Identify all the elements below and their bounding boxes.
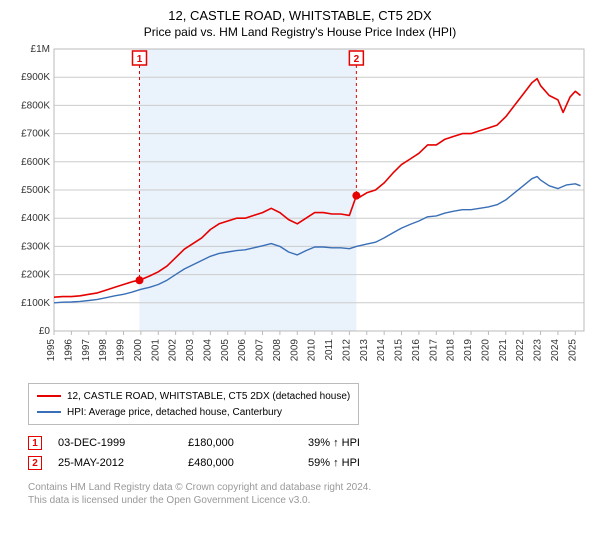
svg-text:1996: 1996 [63,339,74,362]
svg-text:2008: 2008 [272,339,283,362]
svg-text:2004: 2004 [202,339,213,362]
svg-text:1999: 1999 [116,339,127,362]
svg-text:2000: 2000 [133,339,144,362]
transaction-date: 25-MAY-2012 [58,457,188,469]
svg-text:1: 1 [137,54,143,65]
svg-text:1997: 1997 [81,339,92,362]
legend-row-red: 12, CASTLE ROAD, WHITSTABLE, CT5 2DX (de… [37,388,350,404]
transactions-table: 1 03-DEC-1999£180,00039% ↑ HPI 2 25-MAY-201… [28,433,590,473]
svg-text:2019: 2019 [463,339,474,362]
svg-text:2012: 2012 [341,339,352,362]
transaction-row: 2 25-MAY-2012£480,00059% ↑ HPI [28,453,590,473]
chart-subtitle: Price paid vs. HM Land Registry's House … [10,25,590,39]
svg-text:2023: 2023 [533,339,544,362]
svg-text:2: 2 [354,54,360,65]
legend-row-blue: HPI: Average price, detached house, Cant… [37,404,350,420]
transaction-marker: 1 [28,436,42,450]
svg-text:2003: 2003 [185,339,196,362]
svg-text:2011: 2011 [324,339,335,361]
svg-text:2013: 2013 [359,339,370,362]
svg-text:2010: 2010 [307,339,318,362]
legend-swatch-blue [37,411,61,413]
svg-text:1995: 1995 [46,339,57,362]
footer-line-1: Contains HM Land Registry data © Crown c… [28,481,590,494]
legend-label-red: 12, CASTLE ROAD, WHITSTABLE, CT5 2DX (de… [67,391,350,402]
transaction-comparison: 59% ↑ HPI [308,457,428,469]
svg-text:£400K: £400K [21,213,50,224]
svg-text:2001: 2001 [150,339,161,362]
svg-text:2016: 2016 [411,339,422,362]
svg-text:2018: 2018 [446,339,457,362]
transaction-marker: 2 [28,456,42,470]
chart-title: 12, CASTLE ROAD, WHITSTABLE, CT5 2DX [10,8,590,23]
svg-text:2021: 2021 [498,339,509,362]
svg-text:2025: 2025 [567,339,578,362]
svg-text:£500K: £500K [21,185,50,196]
footer-attribution: Contains HM Land Registry data © Crown c… [28,481,590,507]
svg-text:2017: 2017 [428,339,439,362]
svg-text:2015: 2015 [394,339,405,362]
svg-text:£200K: £200K [21,270,50,281]
svg-text:£1M: £1M [31,45,50,55]
svg-text:2022: 2022 [515,339,526,362]
svg-text:2020: 2020 [480,339,491,362]
svg-text:£100K: £100K [21,298,50,309]
svg-text:£800K: £800K [21,100,50,111]
transaction-price: £480,000 [188,457,308,469]
svg-text:2024: 2024 [550,339,561,362]
svg-text:£700K: £700K [21,129,50,140]
svg-text:2009: 2009 [289,339,300,362]
svg-text:2007: 2007 [255,339,266,362]
svg-text:£600K: £600K [21,157,50,168]
svg-text:2006: 2006 [237,339,248,362]
svg-text:2005: 2005 [220,339,231,362]
svg-text:£300K: £300K [21,241,50,252]
price-chart: £0 £100K £200K £300K £400K £500K £600K £700K £80… [10,45,590,375]
legend-box: 12, CASTLE ROAD, WHITSTABLE, CT5 2DX (de… [28,383,359,425]
legend-label-blue: HPI: Average price, detached house, Cant… [67,407,282,418]
svg-text:1998: 1998 [98,339,109,362]
legend-swatch-red [37,395,61,397]
svg-text:£900K: £900K [21,72,50,83]
svg-text:£0: £0 [39,326,51,337]
transaction-date: 03-DEC-1999 [58,437,188,449]
transaction-comparison: 39% ↑ HPI [308,437,428,449]
svg-text:2002: 2002 [168,339,179,362]
transaction-price: £180,000 [188,437,308,449]
footer-line-2: This data is licensed under the Open Gov… [28,494,590,507]
transaction-row: 1 03-DEC-1999£180,00039% ↑ HPI [28,433,590,453]
svg-text:2014: 2014 [376,339,387,362]
